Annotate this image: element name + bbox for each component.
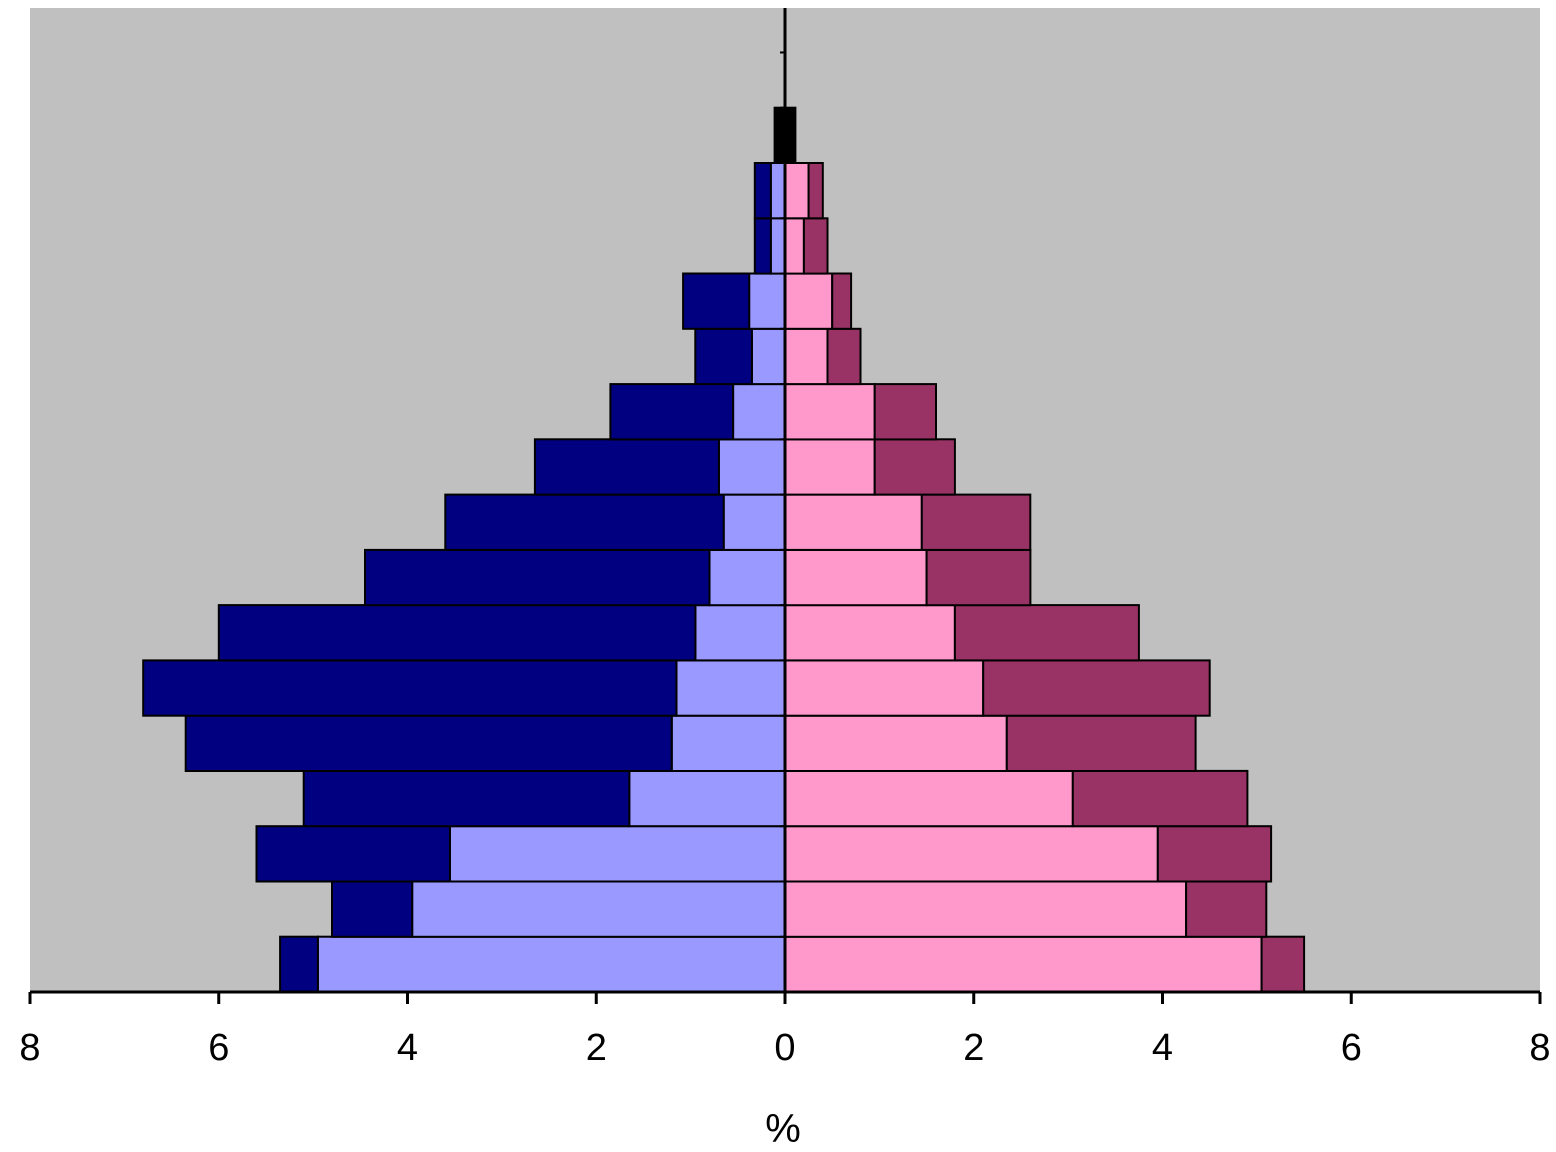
axes-group — [28, 8, 1542, 1004]
bar-right-s1-11 — [826, 327, 862, 386]
bar-right-s1-7 — [925, 548, 1032, 607]
bar-left-s1-4 — [184, 714, 673, 773]
bar-right-s0-13 — [784, 217, 805, 275]
bar-left-s0-0 — [316, 935, 786, 994]
bar-right-s0-8 — [784, 493, 923, 551]
bar-right-s0-5 — [784, 659, 985, 717]
bar-left-s1-0 — [279, 935, 319, 994]
x-tick-label: 2 — [963, 1027, 984, 1069]
bar-left-s1-5 — [142, 659, 678, 717]
bar-left-s1-1 — [331, 880, 414, 938]
x-tick-label: 8 — [19, 1027, 40, 1069]
bar-right-s0-11 — [784, 327, 829, 386]
x-tick-label: 6 — [1341, 1027, 1362, 1069]
bar-left-s0-12 — [748, 272, 786, 330]
bar-right-s0-10 — [784, 383, 876, 441]
bar-left-s1-9 — [533, 438, 720, 496]
bar-left-s0-4 — [670, 714, 787, 773]
bar-left-s0-14 — [769, 162, 786, 220]
bar-series-group — [142, 106, 1306, 994]
bar-left-s0-10 — [732, 383, 786, 441]
bar-left-s0-2 — [449, 825, 786, 883]
bar-left-s1-8 — [444, 493, 725, 551]
bar-left-s0-3 — [628, 769, 786, 828]
bar-left-s1-10 — [609, 383, 735, 441]
bar-left-s0-6 — [694, 604, 786, 662]
bar-right-s1-0 — [1260, 935, 1306, 994]
bar-right-s0-6 — [784, 604, 956, 662]
bar-right-s1-12 — [831, 272, 853, 330]
bar-left-s0-7 — [708, 548, 786, 607]
bar-right-s0-9 — [784, 438, 876, 496]
bar-right-s0-1 — [784, 880, 1188, 938]
bar-right-s0-2 — [784, 825, 1159, 883]
bar-right-s0-4 — [784, 714, 1008, 773]
x-tick-label: 8 — [1529, 1027, 1550, 1069]
bar-right-s1-2 — [1156, 825, 1273, 883]
bar-left-s1-11 — [694, 327, 753, 386]
bar-right-s1-4 — [1005, 714, 1197, 773]
bar-left-s0-9 — [717, 438, 787, 496]
bar-left-s1-7 — [364, 548, 711, 607]
bar-right-s1-3 — [1071, 769, 1249, 828]
bar-right-s0-0 — [784, 935, 1263, 994]
bar-right-s1-14 — [807, 162, 824, 220]
bar-left-s1-12 — [682, 272, 751, 330]
x-tick-label: 4 — [397, 1027, 418, 1069]
bar-left-s0-8 — [722, 493, 787, 551]
x-axis-title: % — [765, 1107, 801, 1151]
bar-right-s0-14 — [784, 162, 810, 220]
x-tick-labels: 8 6 4 2 0 2 4 6 8 — [19, 1027, 1550, 1069]
x-tick-label: 4 — [1152, 1027, 1173, 1069]
bar-right-s1-5 — [982, 659, 1211, 717]
x-tick-label: 6 — [208, 1027, 229, 1069]
x-tick-label: 2 — [586, 1027, 607, 1069]
bar-right-s0-3 — [784, 769, 1074, 828]
bar-right-s0-12 — [784, 272, 834, 330]
bar-left-s1-13 — [753, 217, 772, 275]
bar-right-s1-9 — [873, 438, 956, 496]
bar-left-s0-11 — [751, 327, 786, 386]
bar-right-s1-10 — [873, 383, 938, 441]
bar-left-s0-13 — [769, 217, 786, 275]
x-tick-label: 0 — [774, 1027, 795, 1069]
bar-left-s0-5 — [675, 659, 786, 717]
bar-right-s0-7 — [784, 548, 928, 607]
bar-left-s0-1 — [411, 880, 786, 938]
bar-left-s1-2 — [255, 825, 451, 883]
bar-left-s1-3 — [302, 769, 631, 828]
bar-left-s1-14 — [753, 162, 772, 220]
bar-left-s1-6 — [217, 604, 697, 662]
bar-right-s1-1 — [1185, 880, 1268, 938]
bar-right-s1-6 — [953, 604, 1140, 662]
bar-right-s1-13 — [802, 217, 829, 275]
bar-right-s1-8 — [920, 493, 1032, 551]
